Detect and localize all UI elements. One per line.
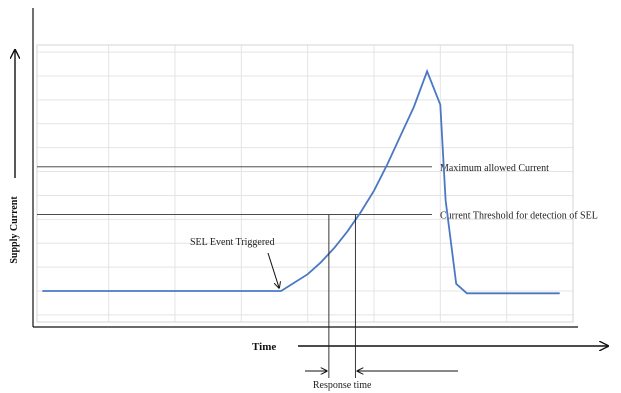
reference-lines: Maximum allowed Current Current Threshold… — [37, 163, 598, 222]
supply-current-curve — [42, 68, 560, 295]
annotations: SEL Event Triggered Response time — [190, 214, 458, 391]
threshold-label: Current Threshold for detection of SEL — [440, 211, 598, 222]
y-axis-label: Supply Current — [9, 196, 20, 264]
plot-border — [36, 44, 574, 323]
grid-lines — [37, 45, 574, 322]
sel-event-arrow — [267, 252, 279, 288]
sel-event-label: SEL Event Triggered — [190, 237, 275, 248]
max-current-label: Maximum allowed Current — [440, 163, 549, 174]
response-time-label: Response time — [313, 380, 372, 391]
x-axis-label: Time — [252, 341, 276, 353]
